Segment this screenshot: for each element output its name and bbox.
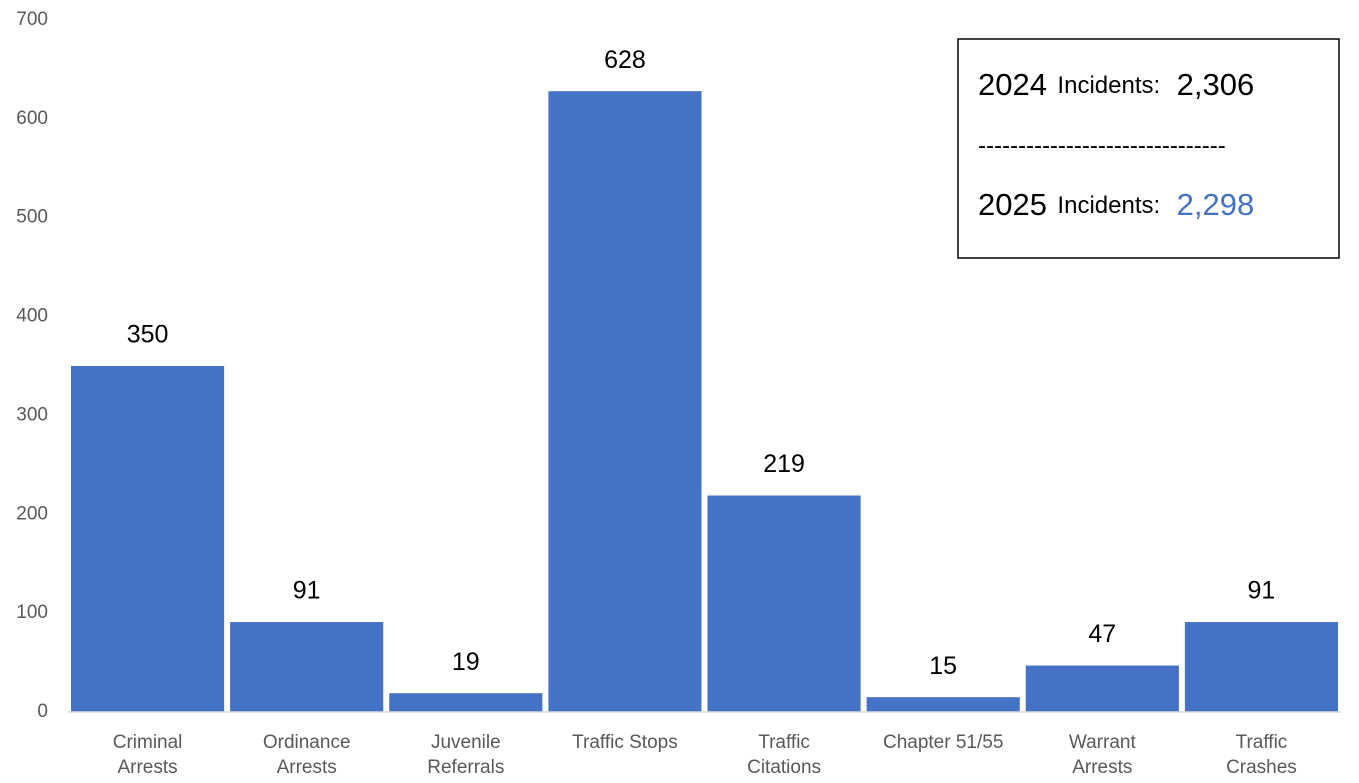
y-tick-label: 600 [16,108,48,129]
x-tick-label-line: Arrests [1072,757,1132,778]
bar [230,622,384,712]
bar [866,697,1020,712]
data-label: 91 [293,577,321,605]
bar [548,91,702,713]
annotation-separator: ------------------------------- [978,132,1226,159]
x-tick-label-line: Traffic [1236,732,1288,753]
x-tick-label-line: Arrests [277,757,337,778]
data-label: 47 [1088,620,1116,648]
x-tick-label: Chapter 51/55 [883,732,1003,753]
y-tick-label: 300 [16,404,48,425]
x-tick-label-line: Criminal [113,732,183,753]
y-tick-label: 500 [16,207,48,228]
data-label: 19 [452,648,480,676]
annotation-box: 2024 Incidents: 2,306 ------------------… [957,38,1340,259]
y-tick-label: 100 [16,602,48,623]
y-tick-label: 200 [16,503,48,524]
annotation-line: 2025 Incidents: 2,298 [978,187,1254,222]
x-tick-label-line: Crashes [1226,757,1297,778]
x-tick-label-line: Warrant [1069,732,1137,753]
x-tick-label: Traffic Stops [572,732,678,753]
bar [1025,665,1179,712]
x-tick-label: Traffic Crashes [1226,732,1297,778]
data-label: 91 [1248,577,1276,605]
data-label: 350 [127,321,169,349]
x-tick-label-line: Juvenile [431,732,501,753]
annotation-label: Incidents: [1057,192,1160,219]
x-tick-label-line: Traffic [758,732,810,753]
y-tick-label: 0 [37,701,48,722]
data-label: 628 [604,46,646,74]
data-label: 15 [929,652,957,680]
bar [707,495,861,712]
bar [389,693,543,712]
data-label: 219 [763,450,805,478]
x-tick-label: Juvenile Referrals [427,732,504,778]
annotation-year: 2024 [978,67,1047,102]
x-tick-label-line: Ordinance [263,732,351,753]
annotation-year: 2025 [978,187,1047,222]
x-tick-label: Criminal Arrests [113,732,183,778]
bar [1184,622,1338,712]
x-tick-label-line: Referrals [427,757,504,778]
x-tick-label-line: Traffic Stops [572,732,678,753]
y-tick-label: 700 [16,9,48,30]
x-tick-label-line: Arrests [117,757,177,778]
annotation-frame [957,38,1340,259]
x-tick-label: Warrant Arrests [1069,732,1137,778]
y-tick-label: 400 [16,306,48,327]
x-tick-label: Traffic Citations [747,732,821,778]
x-tick-label-line: Chapter 51/55 [883,732,1003,753]
annotation-value: 2,298 [1177,187,1255,222]
annotation-value: 2,306 [1177,67,1255,102]
x-tick-label: Ordinance Arrests [263,732,351,778]
annotation-label: Incidents: [1057,72,1160,99]
annotation-line: 2024 Incidents: 2,306 [978,67,1254,102]
bar [71,366,225,712]
x-tick-label-line: Citations [747,757,821,778]
